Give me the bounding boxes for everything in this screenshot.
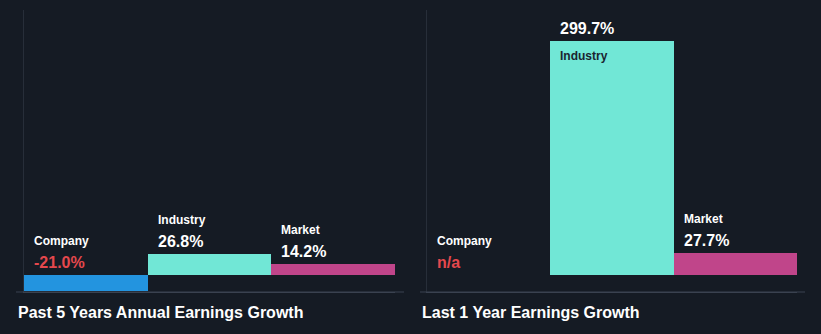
svg-text:299.7%: 299.7% [560, 20, 614, 37]
svg-text:Industry: Industry [560, 49, 608, 63]
svg-text:n/a: n/a [437, 254, 460, 271]
svg-text:14.2%: 14.2% [281, 243, 326, 260]
svg-text:Company: Company [34, 234, 89, 248]
svg-text:Market: Market [684, 212, 723, 226]
svg-text:-21.0%: -21.0% [34, 254, 85, 271]
svg-text:Company: Company [437, 234, 492, 248]
svg-text:Past 5 Years Annual Earnings G: Past 5 Years Annual Earnings Growth [18, 304, 303, 321]
svg-text:Industry: Industry [158, 213, 206, 227]
svg-text:Last 1 Year Earnings Growth: Last 1 Year Earnings Growth [422, 304, 640, 321]
svg-text:26.8%: 26.8% [158, 233, 203, 250]
svg-text:Market: Market [281, 223, 320, 237]
svg-text:27.7%: 27.7% [684, 232, 729, 249]
